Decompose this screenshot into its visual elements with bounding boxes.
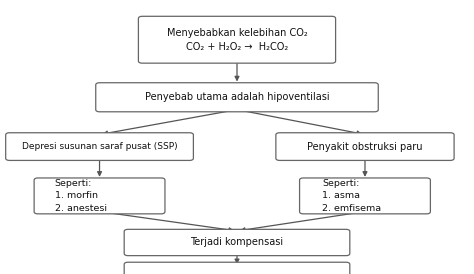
FancyBboxPatch shape [6,133,193,160]
FancyBboxPatch shape [124,262,350,274]
Text: Terjadi kompensasi: Terjadi kompensasi [191,238,283,247]
Text: Seperti:
1. morfin
2. anestesi: Seperti: 1. morfin 2. anestesi [55,179,107,213]
FancyBboxPatch shape [124,229,350,256]
FancyBboxPatch shape [138,16,336,63]
Text: Penyebab utama adalah hipoventilasi: Penyebab utama adalah hipoventilasi [145,92,329,102]
Text: Menyebabkan kelebihan CO₂
CO₂ + H₂O₂ →  H₂CO₂: Menyebabkan kelebihan CO₂ CO₂ + H₂O₂ → H… [167,28,307,52]
FancyBboxPatch shape [34,178,165,214]
Text: Penyakit obstruksi paru: Penyakit obstruksi paru [307,142,423,152]
Text: Depresi susunan saraf pusat (SSP): Depresi susunan saraf pusat (SSP) [22,142,177,151]
FancyBboxPatch shape [300,178,430,214]
FancyBboxPatch shape [96,83,378,112]
FancyBboxPatch shape [276,133,454,160]
Text: Seperti:
1. asma
2. emfisema: Seperti: 1. asma 2. emfisema [322,179,382,213]
